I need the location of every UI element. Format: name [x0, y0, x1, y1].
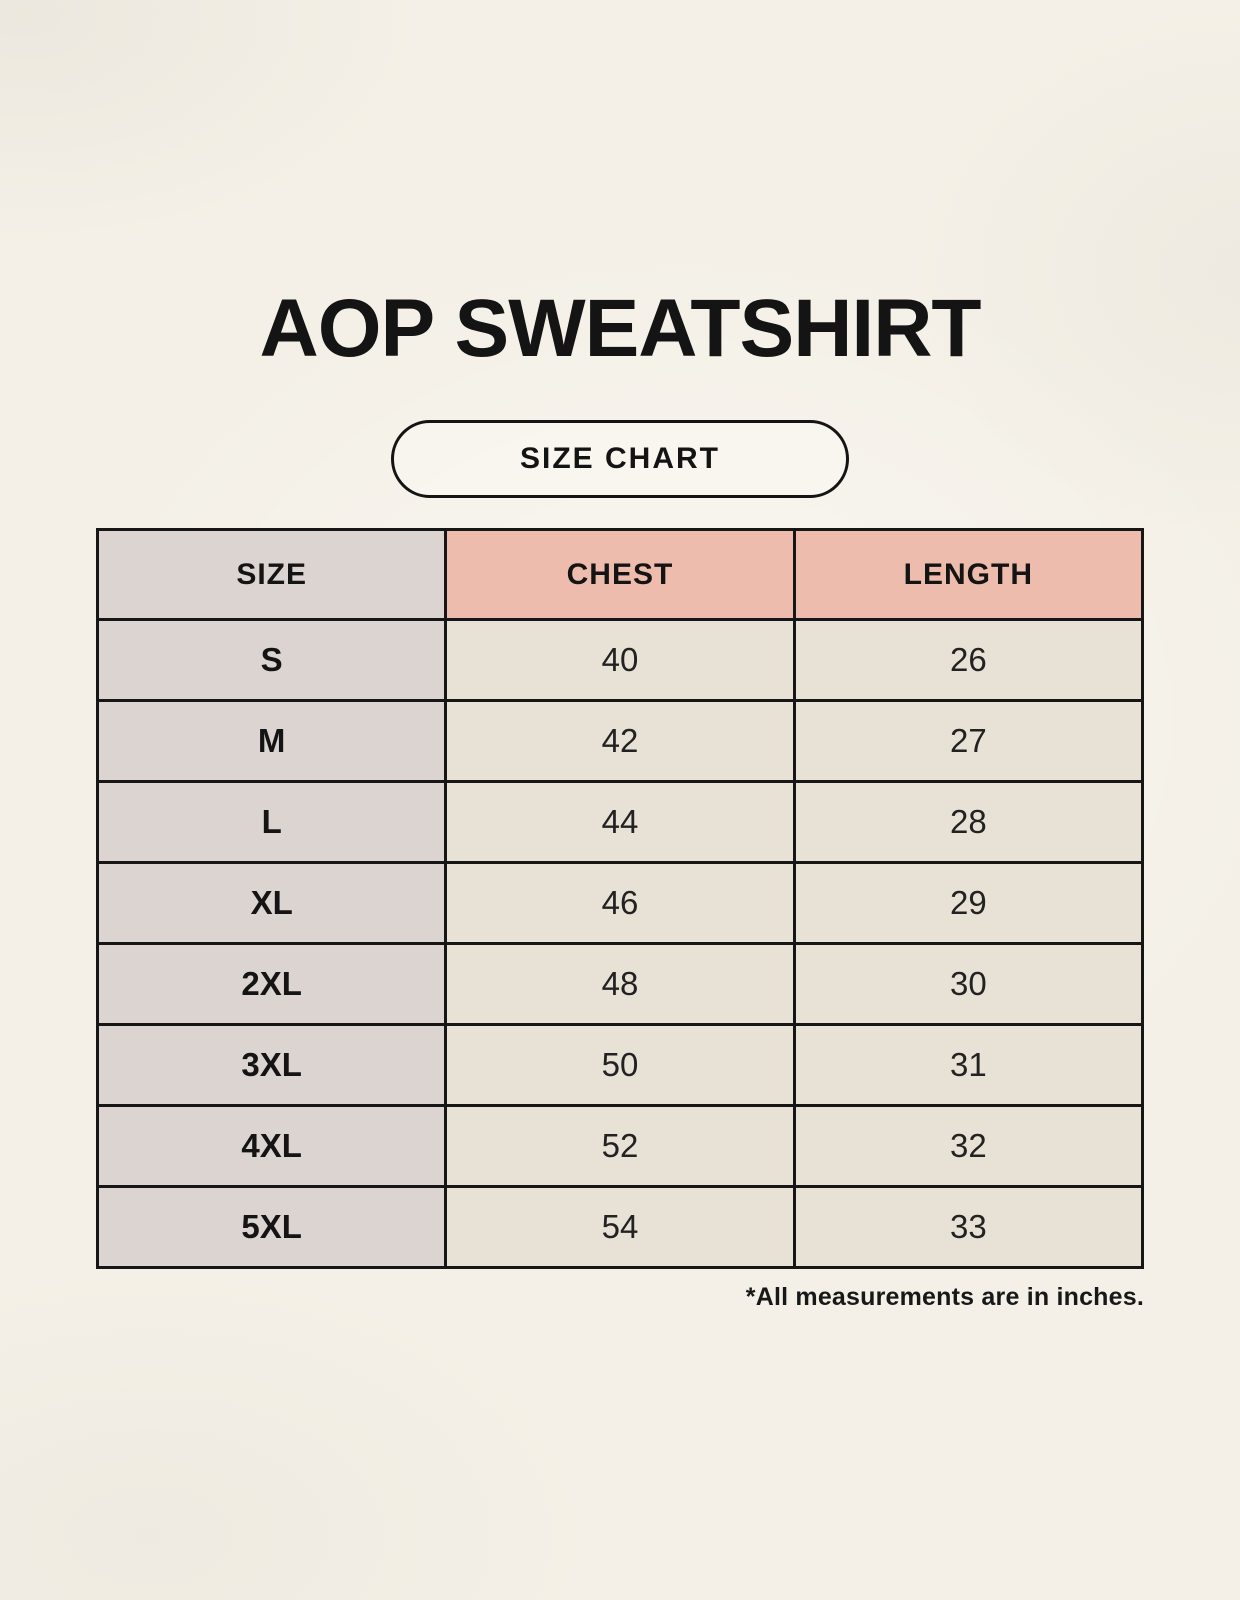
size-chart-badge-label: SIZE CHART	[520, 442, 720, 475]
length-cell: 33	[792, 1185, 1145, 1269]
chest-cell: 54	[444, 1185, 796, 1269]
size-chart-table: SIZE CHEST LENGTH S 40 26 M 42 27 L 44 2…	[95, 528, 1145, 1269]
chest-cell: 52	[444, 1104, 796, 1188]
column-header-size: SIZE	[95, 528, 448, 621]
length-cell: 26	[792, 618, 1145, 702]
measurements-footnote: *All measurements are in inches.	[745, 1283, 1144, 1311]
length-cell: 32	[792, 1104, 1145, 1188]
chest-cell: 50	[444, 1023, 796, 1107]
chest-cell: 48	[444, 942, 796, 1026]
size-cell: XL	[95, 861, 448, 945]
length-cell: 29	[792, 861, 1145, 945]
size-cell: 4XL	[95, 1104, 448, 1188]
table-row: S 40 26	[95, 618, 1145, 702]
chest-cell: 44	[444, 780, 796, 864]
column-header-chest: CHEST	[444, 528, 796, 621]
length-cell: 30	[792, 942, 1145, 1026]
column-header-length: LENGTH	[792, 528, 1145, 621]
table-row: XL 46 29	[95, 861, 1145, 945]
table-row: 2XL 48 30	[95, 942, 1145, 1026]
length-cell: 27	[792, 699, 1145, 783]
chest-cell: 46	[444, 861, 796, 945]
size-cell: 3XL	[95, 1023, 448, 1107]
chest-cell: 42	[444, 699, 796, 783]
length-cell: 31	[792, 1023, 1145, 1107]
size-cell: L	[95, 780, 448, 864]
table-row: 3XL 50 31	[95, 1023, 1145, 1107]
size-chart-badge: SIZE CHART	[391, 420, 849, 498]
size-cell: S	[95, 618, 448, 702]
size-cell: 5XL	[95, 1185, 448, 1269]
table-row: L 44 28	[95, 780, 1145, 864]
chest-cell: 40	[444, 618, 796, 702]
size-cell: M	[95, 699, 448, 783]
header-row: SIZE CHEST LENGTH	[95, 528, 1145, 621]
table-row: 4XL 52 32	[95, 1104, 1145, 1188]
table-row: M 42 27	[95, 699, 1145, 783]
size-cell: 2XL	[95, 942, 448, 1026]
table-header: SIZE CHEST LENGTH	[95, 528, 1145, 621]
page-title: AOP SWEATSHIRT	[259, 283, 982, 374]
table-body: S 40 26 M 42 27 L 44 28 XL 46 29 2XL 48	[95, 618, 1145, 1269]
table-row: 5XL 54 33	[95, 1185, 1145, 1269]
length-cell: 28	[792, 780, 1145, 864]
